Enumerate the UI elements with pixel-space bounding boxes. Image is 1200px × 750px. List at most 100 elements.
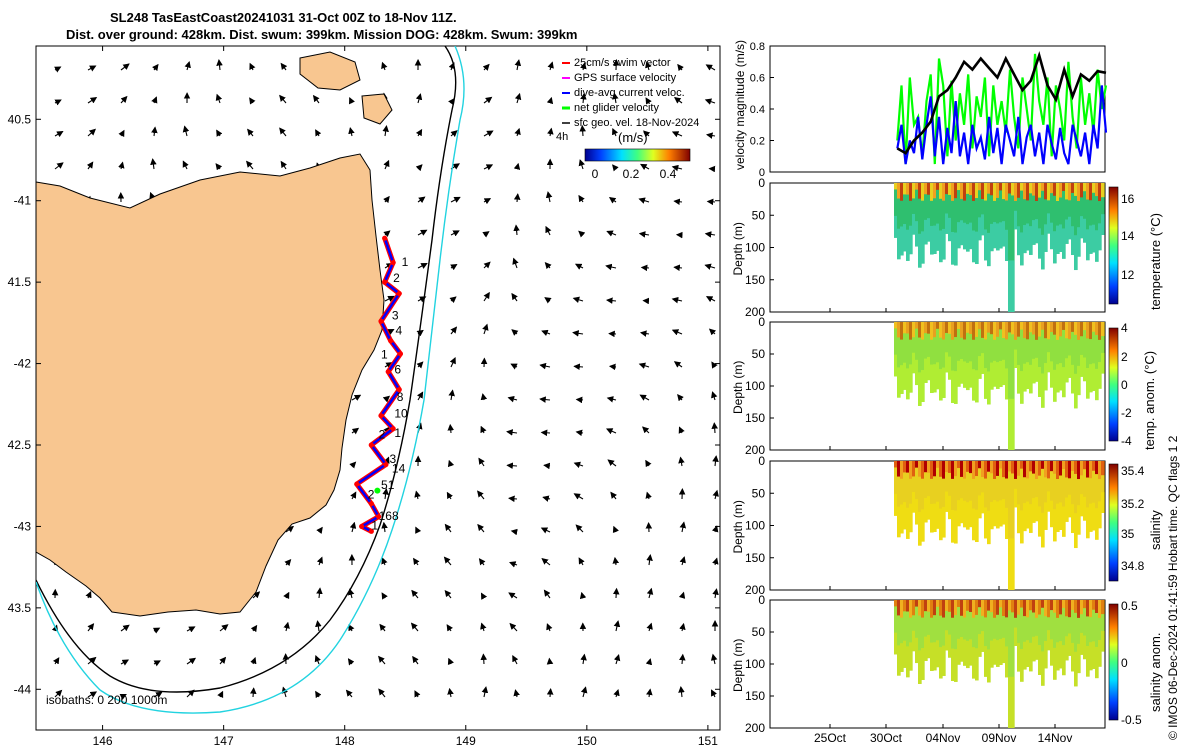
velocity-arrow [646, 622, 653, 632]
velocity-arrow [351, 394, 362, 401]
section-cell-column [1044, 183, 1048, 252]
section-cell-column [975, 600, 979, 681]
section-cell-column [984, 600, 988, 677]
section-cell-column [936, 600, 940, 668]
velocity-arrow [250, 656, 257, 665]
velocity-arrow [151, 96, 158, 104]
section-cell-column [906, 322, 910, 400]
section-cell-column [1056, 600, 1060, 671]
velocity-arrow [444, 523, 452, 533]
velocity-arrow [580, 686, 588, 698]
section-cell-column [1017, 600, 1021, 672]
velocity-arrow [483, 198, 492, 205]
velocity-arrow [53, 657, 60, 665]
velocity-arrow [447, 423, 455, 434]
section-cell-column [948, 322, 952, 380]
velocity-arrow [446, 491, 453, 500]
velocity-arrow [54, 689, 63, 698]
section-cell-column [963, 600, 967, 666]
section-cell-column [1092, 183, 1096, 253]
section-cell-column [915, 183, 919, 247]
velocity-arrow [572, 296, 584, 303]
section-cell-column [1008, 183, 1012, 312]
velocity-arrow [639, 330, 650, 337]
velocity-arrow [314, 654, 321, 665]
section-cell-column [945, 461, 949, 512]
section-cell-column [1083, 600, 1087, 660]
section-cell-column [1014, 322, 1018, 368]
section-cell-column [1008, 600, 1012, 728]
velocity-arrow [150, 158, 157, 170]
velocity-arrow [119, 693, 127, 700]
section-cell-column [909, 183, 913, 255]
section-cell-column [1032, 322, 1036, 384]
section-cell-column [942, 183, 946, 260]
velocity-arrow [246, 160, 254, 170]
velocity-arrow [482, 323, 489, 335]
velocity-arrow [704, 263, 716, 270]
velocity-arrow [315, 690, 322, 699]
section-cell-column [957, 461, 961, 527]
track-label: 2 [379, 427, 386, 441]
section-cell-column [957, 183, 961, 249]
section-cell-column [1092, 600, 1096, 669]
section-cell-column [957, 322, 961, 387]
velocity-arrow [512, 257, 519, 269]
anom-cb-tick-4: 4 [1121, 321, 1128, 335]
track-point [368, 501, 374, 507]
section-cell-column [1077, 183, 1081, 257]
velocity-arrow [646, 688, 653, 698]
velocity-arrow [513, 162, 521, 171]
section-cell-column [900, 461, 904, 534]
isobath-200 [36, 46, 457, 693]
velocity-arrow [382, 125, 389, 137]
velocity-arrow [153, 691, 163, 699]
track-point [390, 260, 396, 266]
section-cell-column [924, 600, 928, 661]
section-cell-column [1020, 183, 1024, 266]
section-ytick-label: 200 [745, 443, 765, 457]
velocity-arrow [285, 525, 295, 533]
section-cell-column [939, 322, 943, 401]
section-ytick-label: 50 [752, 486, 766, 500]
section-cell-column [975, 322, 979, 403]
section-cell-column [999, 461, 1003, 527]
section-cell-column [984, 183, 988, 261]
section-cell-column [930, 461, 934, 533]
section-cell-column [972, 461, 976, 541]
velocity-arrow [482, 231, 490, 238]
vel-series-geo [896, 51, 1107, 155]
section-cell-column [894, 183, 898, 238]
velocity-arrow [316, 587, 323, 599]
section-cell-column [1002, 183, 1006, 247]
velocity-arrow [316, 526, 323, 534]
section-cell-column [1086, 322, 1090, 399]
time-tick-14nov: 14Nov [1038, 731, 1073, 745]
velocity-arrow [280, 160, 288, 170]
velocity-arrow [677, 394, 684, 402]
section-cell-column [1056, 322, 1060, 393]
velocity-arrow [449, 296, 457, 304]
velocity-arrow [417, 196, 426, 204]
section-cell-column [954, 600, 958, 682]
section-cell-column [1041, 600, 1045, 686]
map-xtick-label: 150 [577, 734, 597, 748]
section-cell-column [1092, 461, 1096, 531]
section-cell-column [993, 183, 997, 249]
velocity-arrow [483, 164, 494, 171]
velocity-arrow [279, 127, 287, 137]
velocity-arrow [712, 525, 719, 533]
velocity-arrow [610, 491, 617, 500]
section-cell-column [927, 183, 931, 242]
velocity-arrow [216, 129, 223, 137]
velocity-arrow [679, 521, 687, 533]
velocity-arrow [450, 326, 458, 335]
velocity-arrow [511, 329, 519, 336]
velocity-arrow [712, 588, 719, 599]
velocity-arrow [448, 389, 455, 401]
section-cell-column [975, 183, 979, 265]
